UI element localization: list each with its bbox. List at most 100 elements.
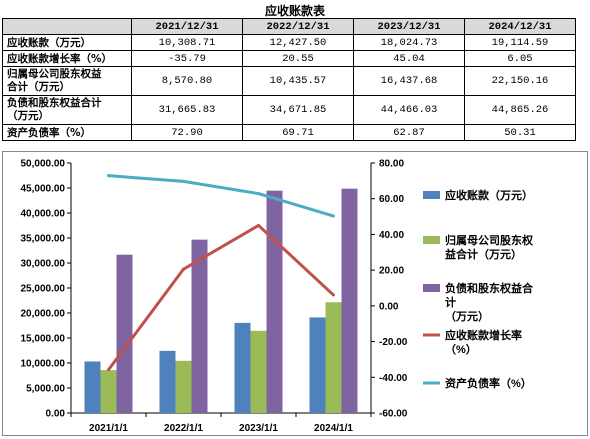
column-header: 2022/12/31 (242, 18, 354, 35)
table-cell: 8,570.80 (131, 66, 243, 96)
left-axis-tick-label: 25,000.00 (21, 284, 66, 295)
table-cell: 22,150.16 (464, 66, 576, 96)
line-point-2 (257, 192, 260, 196)
legend-label: 应收账款增长率 (445, 328, 522, 342)
table-cell: -35.79 (131, 50, 243, 67)
table-cell: 34,671.85 (242, 95, 354, 125)
left-axis-tick-label: 20,000.00 (21, 309, 66, 320)
row-label: 应收账款增长率（%） (2, 50, 132, 67)
x-axis-tick-label: 2024/1/1 (314, 423, 353, 434)
right-axis-tick-label: 20.00 (379, 266, 404, 277)
x-axis-tick-label: 2022/1/1 (164, 423, 203, 434)
line-point-2 (107, 174, 110, 178)
table-row: 应收账款增长率（%） -35.79 20.55 45.04 6.05 (2, 50, 576, 67)
table-cell: 44,466.03 (353, 95, 465, 125)
line-point-1 (257, 223, 260, 227)
row-label-line: （万元） (7, 110, 49, 122)
row-label: 应收账款（万元） (2, 34, 132, 51)
combo-chart-frame: 0.00 5,000.00 10,000.00 15,000.00 20,000.00 2… (2, 151, 588, 436)
legend-label: 应收账款（万元） (445, 188, 533, 202)
bar-1 (309, 317, 326, 413)
bar-1 (234, 322, 251, 413)
table-cell: 50.31 (464, 124, 576, 141)
bar-3 (116, 254, 133, 413)
table-row: 负债和股东权益合计 （万元） 31,665.83 34,671.85 44,46… (2, 95, 576, 125)
bar-2 (325, 302, 342, 413)
right-axis-tick-label: -20.00 (379, 337, 408, 348)
row-label: 资产负债率（%） (2, 124, 132, 141)
bar-2 (100, 370, 117, 413)
legend-label: 负债和股东权益合 (445, 281, 534, 295)
right-axis-tick-label: 0.00 (379, 301, 399, 312)
row-label-line: 负债和股东权益合计 (7, 97, 102, 109)
row-label-line: 归属母公司股东权益 (7, 68, 102, 80)
table-cell: 10,435.57 (242, 66, 354, 96)
right-axis-tick-label: 80.00 (379, 159, 404, 170)
legend-swatch (423, 191, 440, 199)
header-corner (2, 18, 132, 35)
line-point-1 (107, 368, 110, 372)
bar-3 (191, 239, 208, 413)
line-series-2 (108, 174, 334, 218)
left-axis-tick-label: 50,000.00 (21, 159, 66, 170)
table-row: 归属母公司股东权益 合计（万元） 8,570.80 10,435.57 16,4… (2, 66, 576, 96)
line-series-1 (107, 223, 335, 371)
row-label: 归属母公司股东权益 合计（万元） (2, 66, 132, 96)
table-cell: 19,114.59 (464, 34, 576, 51)
x-axis-tick-label: 2023/1/1 (239, 423, 278, 434)
table-cell: 16,437.68 (353, 66, 465, 96)
line-point-1 (182, 267, 185, 271)
bar-1 (84, 361, 101, 413)
row-label: 负债和股东权益合计 （万元） (2, 95, 132, 125)
table-cell: 18,024.73 (353, 34, 465, 51)
bar-3 (266, 190, 283, 413)
legend-label: 归属母公司股东权 (445, 233, 534, 247)
table-cell: 10,308.71 (131, 34, 243, 51)
table-cell: 12,427.50 (242, 34, 354, 51)
left-axis-tick-label: 0.00 (46, 409, 66, 420)
left-axis-tick-label: 35,000.00 (21, 234, 66, 245)
left-axis-tick-label: 40,000.00 (21, 209, 66, 220)
legend-label: （万元） (445, 310, 489, 323)
legend-label: 计 (445, 295, 456, 309)
right-axis-tick-label: 40.00 (379, 230, 404, 241)
right-axis-tick-label: 60.00 (379, 194, 404, 205)
legend-label: 资产负债率（%） (445, 376, 532, 390)
table-cell: 31,665.83 (131, 95, 243, 125)
right-axis-tick-label: -60.00 (379, 409, 408, 420)
table-row: 资产负债率（%） 72.90 69.71 62.87 50.31 (2, 124, 576, 141)
table-cell: 72.90 (131, 124, 243, 141)
table-header-row: 2021/12/31 2022/12/31 2023/12/31 2024/12… (2, 18, 576, 35)
right-axis-tick-label: -40.00 (379, 373, 408, 384)
table-row: 应收账款（万元） 10,308.71 12,427.50 18,024.73 1… (2, 34, 576, 51)
left-axis-tick-label: 30,000.00 (21, 259, 66, 270)
line-point-1 (332, 293, 335, 297)
line-point-2 (182, 179, 185, 183)
bar-2 (250, 330, 267, 413)
table-cell: 6.05 (464, 50, 576, 67)
row-label-line: 合计（万元） (7, 81, 70, 93)
legend-label: （%） (445, 343, 477, 356)
bar-3 (341, 188, 358, 413)
bar-2 (175, 360, 192, 413)
left-axis-tick-label: 45,000.00 (21, 184, 66, 195)
left-axis-tick-label: 10,000.00 (21, 359, 66, 370)
bar-1 (159, 350, 176, 413)
table-cell: 62.87 (353, 124, 465, 141)
table-title: 应收账款表 (264, 4, 325, 18)
table-cell: 69.71 (242, 124, 354, 141)
left-axis-tick-label: 15,000.00 (21, 334, 66, 345)
legend-swatch (423, 284, 440, 292)
column-header: 2023/12/31 (353, 18, 465, 35)
legend-label: 益合计（万元） (445, 247, 522, 261)
column-header: 2021/12/31 (131, 18, 243, 35)
table-cell: 20.55 (242, 50, 354, 67)
line-point-2 (332, 214, 335, 218)
x-axis-tick-label: 2021/1/1 (89, 423, 128, 434)
table-cell: 44,865.26 (464, 95, 576, 125)
left-axis-tick-label: 5,000.00 (26, 384, 65, 395)
table-cell: 45.04 (353, 50, 465, 67)
receivables-table: 2021/12/31 2022/12/31 2023/12/31 2024/12… (2, 18, 576, 141)
legend-swatch (423, 236, 440, 244)
combo-chart: 0.00 5,000.00 10,000.00 15,000.00 20,000.00 2… (21, 159, 534, 435)
